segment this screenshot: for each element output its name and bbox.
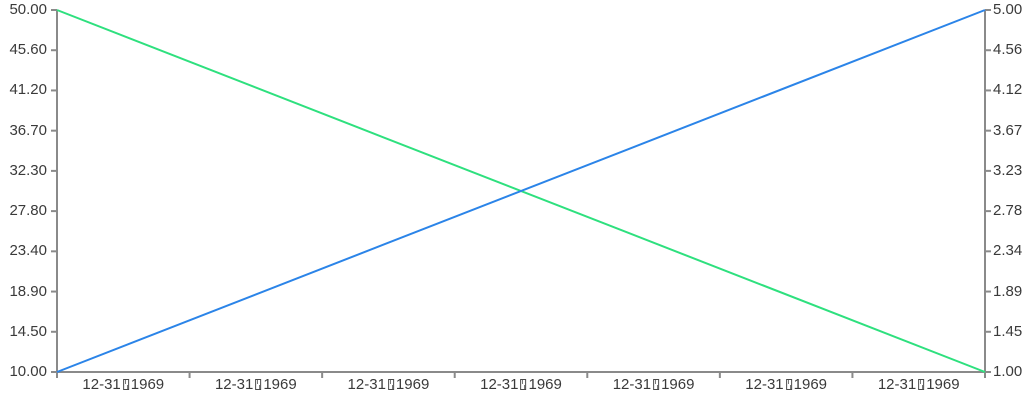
left-axis-tick-label: 23.40 bbox=[9, 242, 47, 260]
x-axis-date-label: 12-31 1969 bbox=[878, 376, 960, 394]
left-axis-tick-label: 27.80 bbox=[9, 202, 47, 220]
date-prefix: 12-31 bbox=[82, 376, 121, 393]
date-prefix: 12-31 bbox=[214, 376, 254, 393]
date-prefix: 12-31 bbox=[612, 376, 652, 393]
right-axis-tick-label: 2.78 bbox=[993, 202, 1023, 220]
date-prefix: 12-31 bbox=[745, 376, 784, 393]
right-axis-tick-label: 3.23 bbox=[993, 161, 1023, 179]
left-axis-tick-label: 45.60 bbox=[9, 41, 47, 59]
missing-glyph-box bbox=[918, 379, 925, 390]
date-suffix: 1969 bbox=[926, 376, 960, 393]
right-axis-tick-label: 1.89 bbox=[993, 282, 1023, 300]
x-axis-date-label: 12-31 1969 bbox=[215, 376, 297, 394]
date-prefix: 12-31 bbox=[877, 376, 917, 393]
left-axis-tick-label: 36.70 bbox=[9, 121, 47, 139]
missing-glyph-box bbox=[255, 379, 262, 390]
left-axis-tick-label: 32.30 bbox=[9, 161, 47, 179]
x-axis-date-label: 12-31 1969 bbox=[613, 376, 695, 394]
right-axis-tick-label: 1.45 bbox=[993, 322, 1023, 340]
left-axis-tick-label: 18.90 bbox=[9, 282, 47, 300]
right-axis-tick-label: 4.56 bbox=[993, 41, 1023, 59]
x-axis-date-label: 12-31 1969 bbox=[480, 376, 562, 394]
right-axis-tick-label: 5.00 bbox=[993, 1, 1023, 18]
date-suffix: 1969 bbox=[793, 376, 828, 393]
missing-glyph-box bbox=[653, 379, 660, 390]
date-suffix: 1969 bbox=[661, 376, 695, 393]
blue-ascending-series-line bbox=[56, 9, 986, 373]
right-axis-tick-label: 2.34 bbox=[993, 242, 1023, 260]
date-prefix: 12-31 bbox=[347, 376, 386, 393]
left-axis-tick-label: 14.50 bbox=[9, 322, 47, 340]
missing-glyph-box bbox=[387, 379, 394, 390]
date-suffix: 1969 bbox=[528, 376, 562, 393]
left-axis-tick-label: 41.20 bbox=[9, 81, 47, 99]
right-axis-tick-label: 4.12 bbox=[993, 81, 1023, 99]
date-suffix: 1969 bbox=[263, 376, 297, 393]
missing-glyph-box bbox=[520, 379, 527, 390]
x-axis-date-label: 12-31 1969 bbox=[82, 376, 164, 394]
date-suffix: 1969 bbox=[395, 376, 430, 393]
left-axis-tick-label: 10.00 bbox=[9, 363, 47, 380]
left-axis-tick-label: 50.00 bbox=[9, 1, 47, 18]
right-axis-tick-label: 3.67 bbox=[993, 121, 1023, 139]
date-suffix: 1969 bbox=[130, 376, 165, 393]
missing-glyph-box bbox=[785, 379, 792, 390]
x-axis-date-label: 12-31 1969 bbox=[745, 376, 827, 394]
date-prefix: 12-31 bbox=[480, 376, 519, 393]
missing-glyph-box bbox=[122, 379, 129, 390]
x-axis-date-label: 12-31 1969 bbox=[348, 376, 430, 394]
right-axis-tick-label: 1.00 bbox=[993, 363, 1023, 380]
